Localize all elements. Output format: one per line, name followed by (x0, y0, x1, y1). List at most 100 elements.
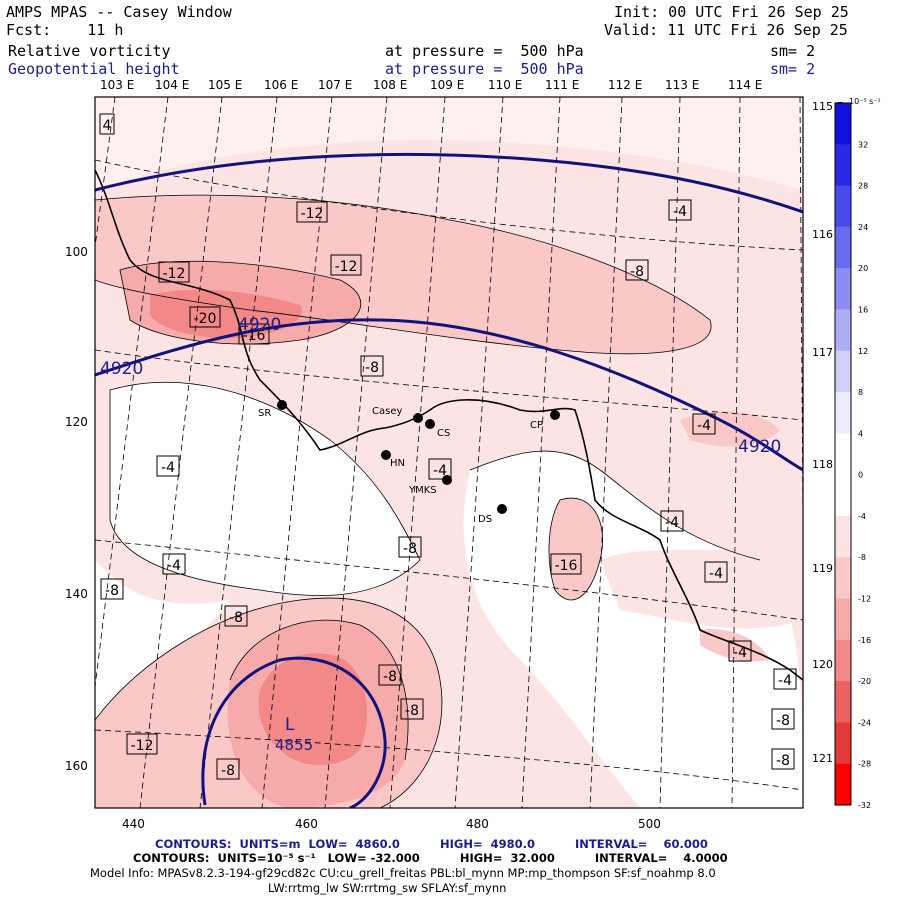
vorticity-label: -8 (221, 763, 235, 779)
colorbar-label: 12 (858, 347, 868, 356)
forecast-hour: Fcst: 11 h (6, 21, 124, 39)
vorticity-label-box (771, 748, 795, 770)
model-info: Model Info: MPASv8.2.3-194-gf29cd82c CU:… (90, 866, 716, 880)
vorticity-label-box (158, 261, 190, 283)
lon-label-top: 113 E (665, 78, 700, 92)
vorticity-label: -8 (383, 669, 397, 685)
vorticity-label: -8 (405, 703, 419, 719)
colorbar-swatch (835, 433, 851, 476)
field1-level: at pressure = 500 hPa (385, 42, 584, 60)
colorbar-swatch (835, 350, 851, 393)
vorticity-label-box (398, 536, 422, 558)
vorticity-label-box (660, 510, 684, 532)
lon-label-top: 106 E (264, 78, 299, 92)
colorbar-label: -24 (858, 718, 871, 727)
vorticity-label: -4 (778, 673, 792, 689)
vorticity-contours (95, 194, 761, 808)
height-contours (95, 152, 803, 808)
vorticity-label-box (216, 758, 240, 780)
colorbar-label: 20 (858, 264, 868, 273)
colorbar-frame (834, 102, 852, 806)
model-info-2: LW:rrtmg_lw SW:rrtmg_sw SFLAY:sf_mynn (268, 881, 507, 895)
colorbar-label: 0 (858, 471, 863, 480)
vorticity-label-box (378, 664, 402, 686)
station-marker (413, 413, 423, 423)
vorticity-label-box (773, 668, 797, 690)
x-tick-label: 440 (122, 817, 145, 831)
valid-time: Valid: 11 UTC Fri 26 Sep 25 (604, 21, 848, 39)
vorticity-label-box (224, 605, 248, 627)
vorticity-label-box (550, 553, 582, 575)
field2-smoothing: sm= 2 (770, 60, 816, 78)
vorticity-label: -8 (365, 360, 379, 376)
vorticity-contour-info: CONTOURS: UNITS=10⁻⁵ s⁻¹ LOW= -32.000 HI… (133, 851, 728, 865)
lon-label-top: 111 E (545, 78, 580, 92)
station-label: CP (530, 420, 543, 431)
vorticity-label: -4 (167, 558, 181, 574)
field2-name: Geopotential height (8, 60, 180, 78)
vorticity-label-box (162, 553, 186, 575)
colorbar-swatch (835, 598, 851, 641)
colorbar-label: -20 (858, 677, 871, 686)
colorbar-label: -28 (858, 760, 871, 769)
vorticity-label-box (668, 199, 692, 221)
vorticity-label: -4 (161, 460, 175, 476)
vorticity-label: -4 (433, 463, 447, 479)
vorticity-label-box (360, 355, 384, 377)
colorbar-swatch (835, 268, 851, 310)
station-marker (381, 450, 391, 460)
colorbar-swatch (835, 557, 851, 600)
vorticity-label-box (100, 578, 124, 600)
stations: SR Casey CS HN YMKS DS CP (258, 400, 560, 525)
colorbar-label: -8 (858, 553, 866, 562)
station-marker (497, 504, 507, 514)
lon-label-top: 103 E (100, 78, 135, 92)
vorticity-label: -4 (665, 515, 679, 531)
colorbar-swatch (835, 226, 851, 269)
height-label: 4920 (738, 437, 781, 457)
vorticity-label: -16 (555, 558, 578, 574)
station-label: CS (437, 428, 450, 439)
height-contour-info: CONTOURS: UNITS=m LOW= 4860.0 HIGH= 4980… (155, 837, 708, 851)
vorticity-label: -8 (403, 541, 417, 557)
vorticity-label-box (692, 413, 716, 435)
vorticity-label: -8 (630, 264, 644, 280)
coastline (95, 169, 803, 681)
colorbar-label: 28 (858, 182, 868, 191)
station-label: SR (258, 408, 271, 419)
lon-label-top: 112 E (608, 78, 643, 92)
vorticity-label-box (704, 561, 728, 583)
plot-frame (94, 96, 804, 809)
colorbar-swatch (835, 681, 851, 723)
vorticity-labels: 4 -12 -12 -12 -20 -16 -8 -8 -4 -4 -4 -4 -8 -8 -8 -16 -12… (99, 113, 797, 780)
lon-label-top: 105 E (208, 78, 243, 92)
vorticity-label: -12 (131, 738, 154, 754)
colorbar-swatch (835, 515, 851, 558)
y-tick-label: 100 (65, 245, 88, 259)
low-symbol: L (285, 715, 295, 735)
colorbar-swatch (835, 474, 851, 517)
graticule (95, 97, 803, 808)
height-label: 4920 (238, 315, 281, 335)
station-marker (277, 400, 287, 410)
vorticity-label-box (296, 201, 328, 223)
colorbar-label: -4 (858, 512, 866, 521)
x-tick-label: 460 (295, 817, 318, 831)
colorbar-label: -16 (858, 636, 871, 645)
field1-smoothing: sm= 2 (770, 42, 816, 60)
vorticity-label: -8 (776, 753, 790, 769)
y-tick-label: 120 (65, 415, 88, 429)
vorticity-label: -4 (709, 566, 723, 582)
colorbar-swatch (835, 639, 851, 682)
vorticity-label-box (238, 323, 270, 345)
field2-level: at pressure = 500 hPa (385, 60, 584, 78)
vorticity-label-box (126, 733, 158, 755)
colorbar-label: 32 (858, 140, 868, 149)
field1-name: Relative vorticity (8, 42, 171, 60)
colorbar-swatch (835, 309, 851, 352)
station-marker (550, 410, 560, 420)
vorticity-label: 4 (103, 118, 112, 134)
lon-label-top: 110 E (488, 78, 523, 92)
vorticity-label: -16 (243, 328, 266, 344)
height-label: 4920 (100, 359, 143, 379)
